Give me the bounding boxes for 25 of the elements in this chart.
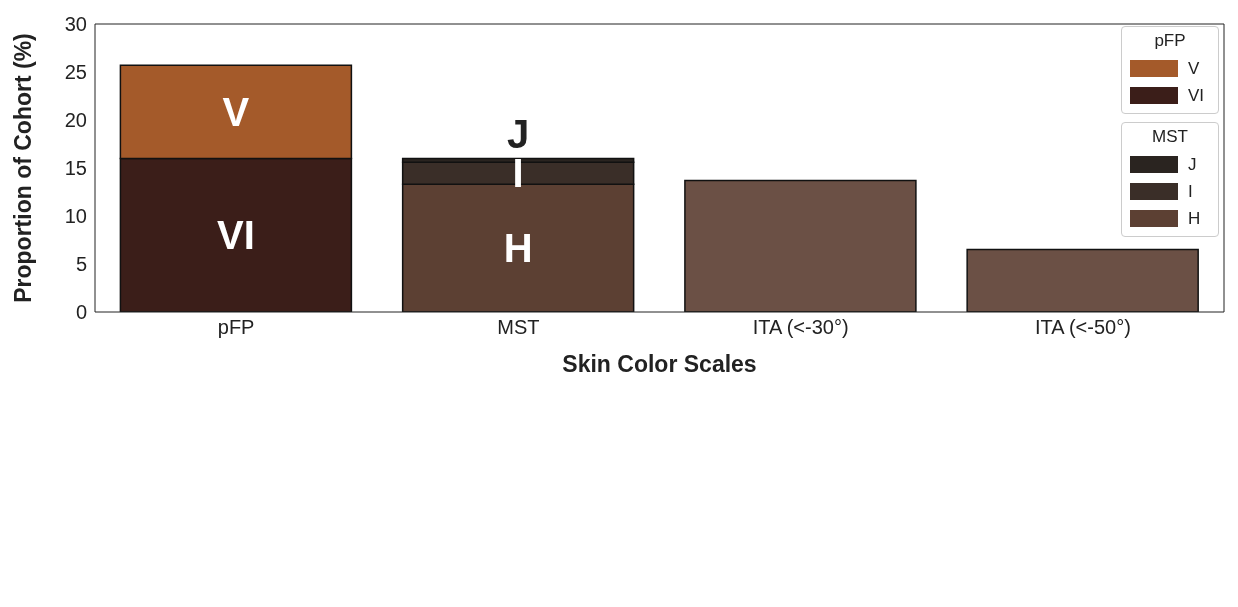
- y-tick-label: 10: [64, 205, 87, 228]
- y-axis-title: Proportion of Cohort (%): [10, 33, 37, 303]
- text: H: [503, 226, 533, 271]
- text: V: [222, 89, 250, 134]
- text: VI: [217, 213, 255, 258]
- x-tick-label: pFP: [217, 316, 255, 339]
- legend-label: H: [1188, 208, 1202, 229]
- x-tick-label: ITA (<-50°): [1034, 316, 1131, 339]
- y-tick-label: 20: [64, 109, 87, 132]
- x-tick-label: ITA (<-30°): [752, 316, 849, 339]
- y-tick-label: 0: [75, 301, 87, 324]
- y-tick-label: 25: [64, 61, 87, 84]
- y-tick-label: 15: [64, 157, 87, 180]
- legend-label: VI: [1188, 85, 1206, 106]
- x-tick-label: MST: [497, 316, 540, 339]
- legend-label: J: [1188, 154, 1198, 175]
- text: pFP: [1154, 31, 1186, 50]
- legend-label: I: [1188, 181, 1194, 202]
- legend-label: V: [1188, 58, 1201, 79]
- y-tick-label: 30: [64, 13, 87, 36]
- bar: [966, 248, 1199, 312]
- text: MST: [1152, 127, 1188, 146]
- x-axis-title: Skin Color Scales: [562, 351, 757, 377]
- y-tick-label: 5: [75, 253, 87, 276]
- bar: [684, 179, 917, 312]
